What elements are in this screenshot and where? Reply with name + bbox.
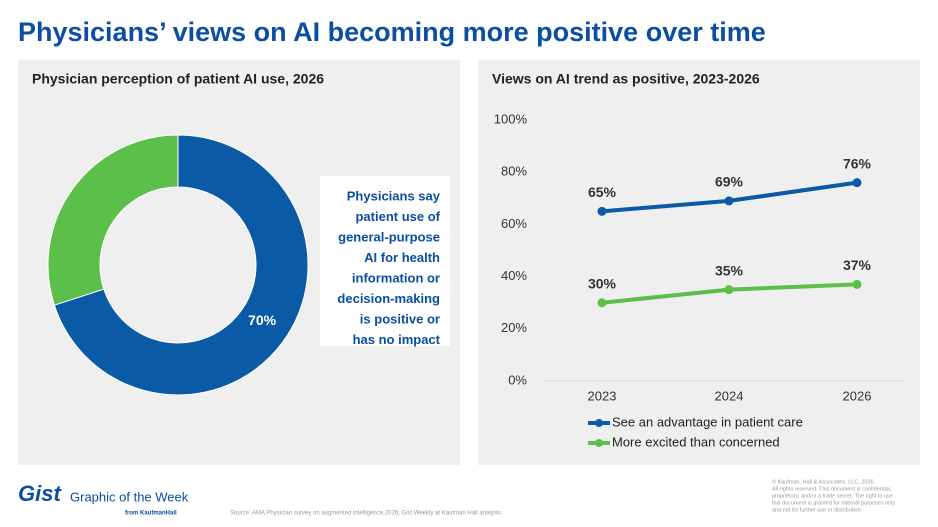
annotation: Physicians say xyxy=(347,188,441,203)
y-tick-label: 40% xyxy=(501,268,527,283)
y-tick-label: 80% xyxy=(501,164,527,179)
annotation: patient use of xyxy=(355,209,440,224)
panel-title: Views on AI trend as positive, 2023-2026 xyxy=(492,71,760,87)
point xyxy=(724,196,734,206)
point xyxy=(852,178,862,188)
y-tick-label: 0% xyxy=(508,372,527,387)
annotation: information or xyxy=(352,270,440,285)
legend-label: See an advantage in patient care xyxy=(612,414,803,429)
donut-slice xyxy=(53,134,309,396)
data-label: 70% xyxy=(248,312,277,328)
copyright: All rights reserved. This document is co… xyxy=(772,486,892,492)
panel-title: Physician perception of patient AI use, … xyxy=(32,71,324,87)
data-label: 30% xyxy=(588,275,617,291)
annotation: AI for health xyxy=(364,250,440,265)
page-title: Physicians’ views on AI becoming more po… xyxy=(18,17,766,47)
copyright: © Kaufman, Hall & Associates, LLC, 2026. xyxy=(772,478,876,485)
source: Source: AMA Physician survey on augmente… xyxy=(230,511,503,517)
data-label: 76% xyxy=(843,155,872,171)
annotation: is positive or xyxy=(360,311,440,326)
data-label: 65% xyxy=(588,184,617,200)
donut-slice xyxy=(47,134,179,306)
annotation: has no impact xyxy=(353,332,441,347)
brand: Gist xyxy=(18,481,62,506)
copyright: proprietary, and/or a trade secret. The … xyxy=(772,493,893,499)
annotation-box xyxy=(320,176,450,346)
point xyxy=(597,298,607,308)
legend-marker xyxy=(595,419,603,427)
y-tick-label: 100% xyxy=(494,111,528,126)
copyright: and not for further use or distribution. xyxy=(772,507,863,513)
point xyxy=(724,285,734,295)
y-tick-label: 20% xyxy=(501,320,527,335)
x-tick-label: 2024 xyxy=(715,388,744,403)
copyright: this document is granted for internal pu… xyxy=(772,500,895,506)
from: from KaufmanHall xyxy=(125,511,177,517)
legend-marker xyxy=(595,439,603,447)
point xyxy=(597,206,607,216)
point xyxy=(852,279,862,289)
data-label: 69% xyxy=(715,174,744,190)
data-label: 37% xyxy=(843,257,872,273)
data-label: 35% xyxy=(715,262,744,278)
tagline: Graphic of the Week xyxy=(70,489,189,504)
annotation: decision-making xyxy=(337,291,440,306)
annotation: general-purpose xyxy=(338,229,440,244)
x-tick-label: 2026 xyxy=(843,388,872,403)
legend-label: More excited than concerned xyxy=(612,434,780,449)
right-panel xyxy=(478,60,920,465)
y-tick-label: 60% xyxy=(501,216,527,231)
x-tick-label: 2023 xyxy=(588,388,617,403)
